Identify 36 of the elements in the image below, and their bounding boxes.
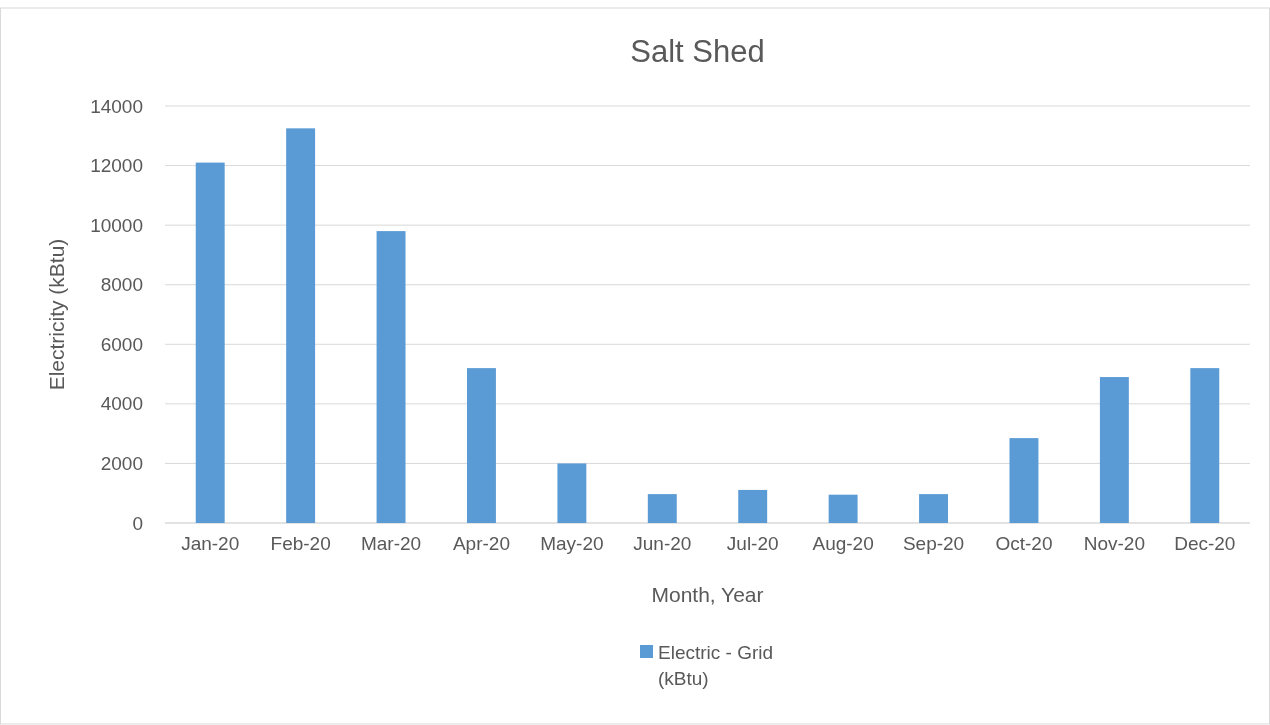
bar: [828, 494, 858, 523]
x-tick-label: Nov-20: [1083, 533, 1145, 555]
x-axis-title: Month, Year: [651, 583, 764, 606]
y-tick-label: 6000: [100, 333, 143, 355]
x-tick-label: Jun-20: [633, 533, 692, 555]
bar: [376, 231, 406, 523]
bar: [1099, 377, 1129, 523]
y-tick-label: 2000: [100, 453, 143, 475]
bar: [647, 494, 677, 523]
y-axis-title: Electricity (kBtu): [45, 238, 68, 391]
bar: [466, 368, 496, 523]
chart-title: Salt Shed: [630, 34, 765, 69]
x-tick-label: Jan-20: [181, 533, 240, 555]
bar: [286, 128, 316, 523]
bar: [1009, 438, 1039, 523]
y-tick-label: 10000: [90, 214, 143, 236]
x-tick-label: Mar-20: [360, 533, 422, 555]
x-tick-label: Dec-20: [1174, 533, 1236, 555]
x-tick-label: May-20: [540, 533, 604, 555]
x-tick-label: Oct-20: [995, 533, 1053, 555]
legend-label: Electric - Grid (kBtu): [658, 642, 774, 689]
bar: [557, 463, 587, 523]
y-tick-label: 4000: [100, 393, 143, 415]
x-tick-label: Feb-20: [270, 533, 331, 555]
x-tick-label: Sep-20: [902, 533, 965, 555]
bar: [1190, 368, 1220, 523]
y-tick-label: 14000: [90, 95, 143, 117]
bar: [738, 489, 768, 523]
x-tick-label: Jul-20: [726, 533, 779, 555]
y-tick-label: 8000: [100, 274, 143, 296]
bar: [919, 494, 949, 523]
y-tick-label: 12000: [90, 155, 143, 177]
x-tick-label: Aug-20: [812, 533, 874, 555]
y-tick-label: 0: [132, 512, 143, 534]
x-tick-label: Apr-20: [452, 533, 510, 555]
bar: [195, 162, 225, 523]
